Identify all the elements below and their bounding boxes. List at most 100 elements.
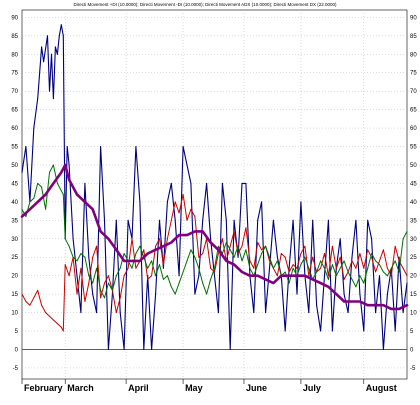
series-4-point	[21, 216, 23, 218]
series-1-point	[402, 312, 404, 314]
series-1-point	[139, 201, 141, 203]
series-4-point	[225, 260, 227, 262]
series-2-point	[375, 271, 377, 273]
series-4-point	[170, 242, 172, 243]
series-2-point	[382, 249, 384, 251]
y-tick-label-left: 50	[11, 163, 18, 169]
series-3-point	[269, 256, 270, 258]
series-2-point	[151, 275, 153, 277]
series-2-point	[312, 256, 314, 258]
series-2-point	[131, 238, 133, 240]
y-tick-label-left: 0	[15, 347, 19, 353]
series-3-point	[84, 256, 86, 258]
series-1-point	[265, 312, 267, 314]
series-2-point	[304, 245, 306, 247]
series-3-point	[229, 249, 231, 251]
series-2-point	[249, 260, 251, 262]
series-3-point	[343, 260, 345, 262]
series-2-point	[363, 267, 365, 269]
series-1-point	[375, 312, 377, 314]
series-3-point	[64, 238, 66, 240]
series-3-point	[386, 275, 388, 277]
series-2-point	[80, 267, 82, 269]
series-3-point	[331, 264, 333, 266]
y-tick-label-left: 15	[11, 292, 18, 298]
series-4-point	[92, 208, 94, 210]
series-1-point	[162, 267, 164, 269]
series-4-point	[84, 201, 86, 203]
grid-layer	[22, 10, 407, 379]
series-2-point	[127, 267, 129, 269]
series-1-point	[221, 182, 223, 184]
series-3-point	[284, 271, 286, 273]
y-tick-label-right: 40	[410, 200, 417, 206]
series-2-point	[49, 315, 50, 317]
series-4-point	[359, 301, 361, 302]
series-1-point	[237, 256, 239, 258]
series-2-point	[37, 289, 39, 291]
series-3-point	[237, 245, 239, 247]
series-1-point	[198, 275, 200, 277]
series-2-point	[56, 323, 58, 325]
series-4-point	[280, 275, 282, 277]
series-line-4	[20, 163, 409, 311]
series-3-point	[276, 260, 278, 262]
series-2-point	[92, 256, 94, 258]
series-1-point	[21, 171, 23, 173]
y-tick-label-left: 70	[11, 89, 18, 95]
series-3-point	[265, 245, 267, 247]
series-2-point	[119, 297, 121, 299]
series-2-point	[45, 312, 47, 314]
series-4-point	[351, 301, 353, 302]
series-1-point	[194, 293, 196, 295]
y-tick-label-left: 55	[11, 145, 18, 151]
y-tick-label-left: 25	[11, 255, 18, 261]
series-2-point	[143, 249, 145, 251]
series-4-point	[233, 264, 235, 266]
series-1-point	[135, 146, 137, 147]
series-3-point	[304, 256, 306, 258]
series-2-point	[241, 245, 243, 247]
y-tick-label-right: 85	[410, 34, 417, 40]
series-1-point	[170, 182, 172, 184]
series-3-point	[202, 282, 204, 284]
series-2-point	[367, 249, 369, 251]
series-2-point	[276, 275, 278, 277]
series-3-point	[107, 282, 109, 284]
series-2-point	[202, 253, 204, 254]
series-2-point	[371, 256, 373, 258]
series-2-point	[359, 253, 361, 254]
series-3-point	[72, 256, 74, 258]
series-1-point	[406, 282, 408, 284]
y-tick-label-right: 15	[410, 292, 417, 298]
series-1-point	[351, 256, 353, 258]
series-4-point	[76, 194, 78, 195]
y-tick-label-left: -5	[13, 366, 19, 372]
series-1-point	[276, 256, 278, 258]
y-tick-label-right: 80	[410, 52, 417, 58]
x-tick-label: April	[128, 383, 149, 393]
series-1-point	[88, 256, 90, 258]
series-2-point	[25, 301, 27, 302]
series-1-point	[261, 201, 263, 203]
series-1-point	[41, 46, 43, 48]
x-tick-label: June	[246, 383, 267, 393]
series-1-point	[58, 35, 60, 37]
series-2-point	[280, 253, 282, 254]
series-2-point	[320, 267, 322, 269]
series-3-point	[68, 245, 70, 247]
series-3-point	[335, 275, 337, 277]
series-2-point	[379, 260, 380, 262]
series-3-point	[398, 271, 400, 273]
series-3-point	[96, 267, 98, 269]
series-1-point	[214, 275, 215, 277]
series-1-point	[155, 293, 157, 295]
series-1-point	[253, 312, 255, 314]
series-2-point	[166, 238, 168, 240]
series-2-point	[233, 230, 235, 232]
series-2-point	[210, 267, 212, 269]
series-2-point	[402, 267, 404, 269]
series-1-point	[296, 293, 298, 295]
series-4-point	[241, 271, 243, 273]
